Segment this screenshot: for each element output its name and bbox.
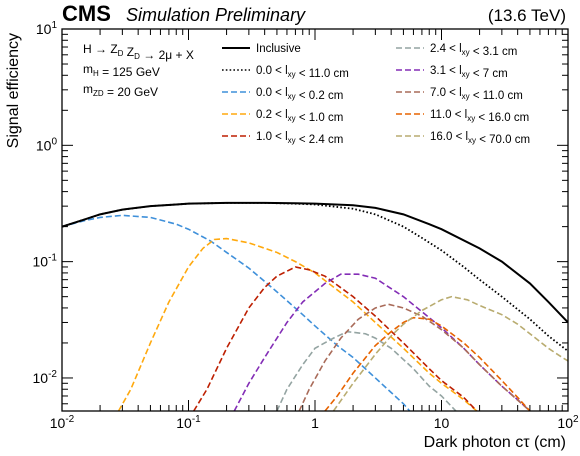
- legend-label-11-0-l-xy-16-0-cm: 11.0 < lxy < 16.0 cm: [430, 109, 529, 124]
- y-axis-label: Signal efficiency: [5, 33, 22, 148]
- legend: Inclusive 0.0 < lxy < 11.0 cm 0.0 < lxy < …: [222, 43, 530, 146]
- legend-label-1-0-l-xy-2-4-cm: 1.0 < lxy < 2.4 cm: [256, 131, 343, 146]
- process-label: mH = 125 GeV: [83, 62, 160, 79]
- chart-header: CMS Simulation Preliminary (13.6 TeV): [62, 1, 566, 26]
- x-tick-label: 102: [557, 414, 579, 431]
- process-labels: H → ZD ZD → 2μ + XmH = 125 GeV mZD = 20 G…: [83, 42, 194, 99]
- x-tick-label: 1: [311, 415, 319, 431]
- series-line-inclusive: [62, 201, 568, 324]
- process-label: H → ZD ZD → 2μ + X: [83, 42, 194, 62]
- series-line-0-2-l-xy-1-0-cm: [117, 237, 478, 411]
- x-tick-label: 10: [434, 415, 450, 431]
- x-tick-label: 10-2: [50, 414, 75, 431]
- legend-label-7-0-l-xy-11-0-cm: 7.0 < lxy < 11.0 cm: [430, 87, 523, 102]
- legend-label-inclusive: Inclusive: [256, 43, 301, 55]
- series-line-0-0-l-xy-11-0-cm: [62, 201, 568, 352]
- legend-label-0-0-l-xy-0-2-cm: 0.0 < lxy < 0.2 cm: [256, 87, 343, 102]
- legend-label-0-2-l-xy-1-0-cm: 0.2 < lxy < 1.0 cm: [256, 109, 343, 124]
- y-tick-label: 10-1: [33, 253, 58, 270]
- axis-ticks: 10-2 10-1 1 10 102 10-2 10-1 100 101: [33, 20, 579, 431]
- plot-area: 10-2 10-1 1 10 102 10-2 10-1 100 101: [33, 20, 579, 431]
- legend-label-2-4-l-xy-3-1-cm: 2.4 < lxy < 3.1 cm: [430, 43, 517, 58]
- legend-label-16-0-l-xy-70-0-cm: 16.0 < lxy < 70.0 cm: [430, 131, 530, 146]
- status-label: Simulation Preliminary: [126, 5, 306, 25]
- y-tick-label: 100: [36, 136, 58, 153]
- series-line-11-0-l-xy-16-0-cm: [324, 316, 531, 411]
- energy-label: (13.6 TeV): [488, 6, 566, 25]
- series-line-0-0-l-xy-0-2-cm: [62, 214, 411, 411]
- series-line-2-4-l-xy-3-1-cm: [276, 330, 457, 411]
- process-label: mZD = 20 GeV: [83, 82, 158, 99]
- x-axis-label: Dark photon cτ (cm): [424, 434, 566, 451]
- series-line-3-1-l-xy-7-cm: [233, 273, 531, 411]
- x-tick-label: 10-1: [176, 414, 201, 431]
- legend-label-3-1-l-xy-7-cm: 3.1 < lxy < 7 cm: [430, 65, 508, 80]
- y-tick-label: 10-2: [33, 369, 58, 386]
- y-tick-label: 101: [36, 20, 58, 37]
- series-line-16-0-l-xy-70-0-cm: [332, 295, 568, 411]
- legend-label-0-0-l-xy-11-0-cm: 0.0 < lxy < 11.0 cm: [256, 65, 349, 80]
- series-group: [62, 201, 568, 411]
- experiment-label: CMS: [62, 1, 111, 26]
- series-line-1-0-l-xy-2-4-cm: [193, 266, 478, 411]
- series-line-7-0-l-xy-11-0-cm: [298, 303, 531, 411]
